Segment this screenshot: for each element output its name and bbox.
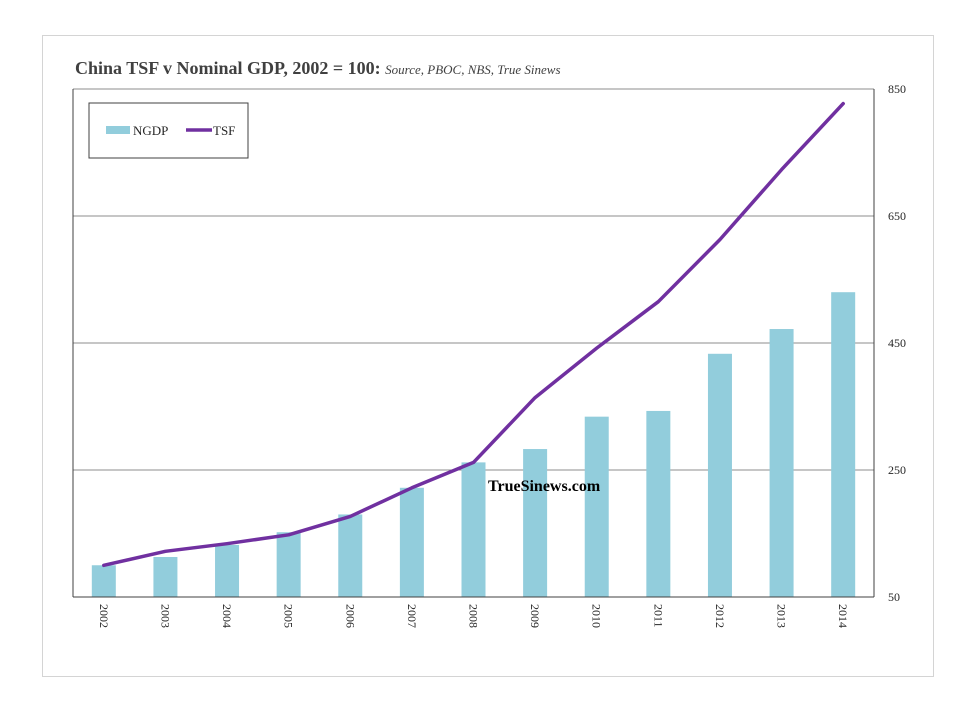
ngdp-bar [461, 462, 486, 597]
ngdp-bar [646, 410, 671, 597]
y-tick-label: 450 [888, 336, 906, 350]
ngdp-bars [91, 292, 856, 597]
ngdp-bar [584, 416, 609, 597]
watermark: TrueSinews.com [488, 478, 601, 495]
x-tick-label: 2013 [775, 604, 789, 628]
ngdp-bar [399, 487, 424, 597]
axes [72, 89, 875, 598]
legend-ngdp-swatch [106, 126, 130, 134]
x-tick-label: 2011 [651, 604, 665, 628]
ngdp-bar [338, 514, 363, 597]
legend-ngdp-label: NGDP [133, 123, 168, 138]
x-tick-label: 2006 [343, 604, 357, 628]
x-tick-label: 2003 [158, 604, 172, 628]
x-tick-label: 2007 [405, 604, 419, 628]
legend: NGDP TSF [88, 102, 249, 159]
chart-title-main: China TSF v Nominal GDP, 2002 = 100: [75, 58, 381, 78]
x-tick-labels: 2002 2003 2004 2005 2006 2007 2008 2009 2010 2011… [97, 604, 850, 628]
legend-tsf-label: TSF [213, 123, 235, 138]
x-tick-label: 2012 [713, 604, 727, 628]
x-tick-label: 2009 [528, 604, 542, 628]
ngdp-bar [523, 449, 548, 597]
chart-title-source: Source, PBOC, NBS, True Sinews [385, 62, 561, 77]
y-tick-label: 850 [888, 82, 906, 96]
y-tick-label: 50 [888, 590, 900, 604]
y-tick-label: 250 [888, 463, 906, 477]
x-tick-label: 2002 [97, 604, 111, 628]
ngdp-bar [91, 565, 116, 597]
y-tick-labels: 50 250 450 650 850 [888, 82, 906, 604]
ngdp-bar [831, 292, 856, 597]
y-tick-label: 650 [888, 209, 906, 223]
chart-title: China TSF v Nominal GDP, 2002 = 100: Sou… [75, 58, 561, 79]
ngdp-bar [707, 353, 732, 597]
x-tick-label: 2005 [282, 604, 296, 628]
x-tick-label: 2010 [590, 604, 604, 628]
slide-frame [42, 35, 934, 677]
tsf-line [102, 101, 845, 568]
ngdp-bar [153, 556, 178, 597]
ngdp-bar [215, 544, 240, 597]
x-tick-label: 2008 [467, 604, 481, 628]
ngdp-bar [276, 532, 301, 597]
x-tick-label: 2004 [220, 604, 234, 628]
x-tick-label: 2014 [836, 604, 850, 628]
ngdp-bar [769, 329, 794, 597]
